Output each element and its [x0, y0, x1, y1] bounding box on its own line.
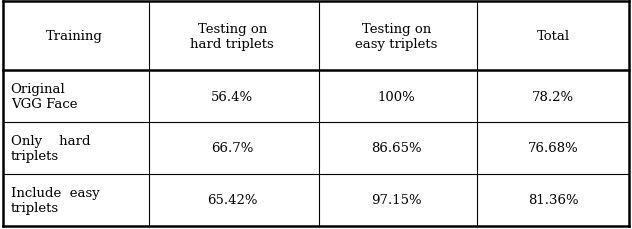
Text: 78.2%: 78.2%: [532, 90, 574, 103]
Text: 76.68%: 76.68%: [528, 142, 578, 155]
Bar: [319, 2, 474, 71]
Text: Only    hard
triplets: Only hard triplets: [11, 134, 90, 162]
Text: Include  easy
triplets: Include easy triplets: [11, 186, 99, 214]
Bar: [319, 123, 474, 174]
Text: 86.65%: 86.65%: [371, 142, 422, 155]
Text: 65.42%: 65.42%: [207, 193, 257, 206]
Text: 81.36%: 81.36%: [528, 193, 578, 206]
Bar: [3, 123, 145, 174]
Bar: [319, 71, 474, 123]
Text: Testing on
easy triplets: Testing on easy triplets: [355, 23, 438, 51]
Bar: [319, 174, 474, 226]
Bar: [149, 123, 316, 174]
Text: Testing on
hard triplets: Testing on hard triplets: [190, 23, 274, 51]
Text: Original
VGG Face: Original VGG Face: [11, 83, 77, 111]
Bar: [477, 2, 629, 71]
Text: Training: Training: [46, 30, 102, 43]
Bar: [3, 71, 145, 123]
Bar: [477, 123, 629, 174]
Bar: [477, 174, 629, 226]
Text: 56.4%: 56.4%: [211, 90, 253, 103]
Text: 66.7%: 66.7%: [211, 142, 253, 155]
Bar: [3, 2, 145, 71]
Bar: [149, 2, 316, 71]
Bar: [149, 71, 316, 123]
Bar: [477, 71, 629, 123]
Text: 97.15%: 97.15%: [371, 193, 422, 206]
Text: 100%: 100%: [378, 90, 415, 103]
Bar: [3, 174, 145, 226]
Bar: [149, 174, 316, 226]
Text: Total: Total: [537, 30, 569, 43]
